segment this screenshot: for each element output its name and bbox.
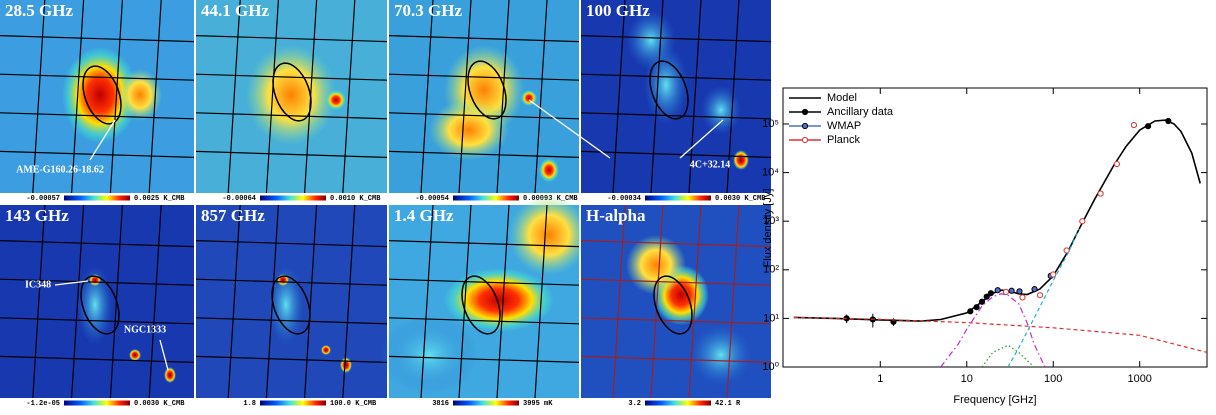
series-line [794,317,1207,352]
map-emission [733,150,749,170]
scale-min: 3.2 [628,400,641,408]
panel-title: 44.1 GHz [201,1,269,20]
legend-label: Ancillary data [827,106,894,118]
colorbar [453,401,519,406]
scale-min: -0.00034 [607,195,641,203]
data-point [1020,295,1025,300]
series-line [941,294,1045,367]
scale-min: 1.8 [243,400,256,408]
data-point [1003,289,1008,294]
annotation-label: AME-G160.26-18.62 [16,164,104,175]
colorbar [64,196,130,201]
panel-title: 70.3 GHz [394,1,462,20]
colorbar [260,401,326,406]
scale-min: -0.00057 [26,195,60,203]
panel-title: 28.5 GHz [5,1,73,20]
data-point [1009,288,1014,293]
scale-max: 0.0025 K_CMB [134,195,185,203]
panel-title: 143 GHz [5,206,69,225]
data-point [974,305,979,310]
figure: 28.5 GHz -0.00057 0.0025 K_CMB 44.1 GHz -0.0… [0,0,1216,410]
data-point [1114,161,1119,166]
x-tick-label: 10 [961,373,973,385]
scale-max: 0.0030 K_CMB [715,195,766,203]
scale-max: 3995 mK [523,400,553,408]
scale-min: -0.00064 [222,195,256,203]
scale-max: 100.0 K_CMB [330,400,377,408]
panel-title: 100 GHz [586,1,650,20]
annotation-label: 4C+32.14 [690,159,730,170]
data-point [1145,124,1150,129]
map-emission [539,158,559,182]
map-panel: 857 GHz 1.8 100.0 K_CMB [196,205,387,408]
x-axis-label: Frequency [GHz] [953,394,1036,406]
y-tick-label: 10⁴ [762,166,779,178]
x-tick-label: 1000 [1127,373,1151,385]
map-emission [429,100,509,160]
data-point [968,309,973,314]
map-panels: 28.5 GHz -0.00057 0.0025 K_CMB 44.1 GHz -0.0… [0,0,771,408]
map-emission [326,90,346,110]
plot-area [794,118,1207,367]
legend-marker [802,137,807,142]
colorbar [64,401,130,406]
panel-title: 857 GHz [201,206,265,225]
data-point [1017,289,1022,294]
legend-marker [802,123,807,128]
scale-max: 0.0030 K_CMB [134,400,185,408]
colorbar [645,401,711,406]
data-point [1131,122,1136,127]
scale-min: 3816 [432,400,449,408]
data-point [1051,272,1056,277]
series-line [982,345,1034,367]
legend-label: Model [827,92,857,104]
map-panel: 44.1 GHz -0.00064 0.0010 K_CMB [196,0,387,203]
map-emission [691,325,751,385]
y-tick-label: 10⁰ [762,361,779,373]
data-point [1032,287,1037,292]
y-tick-label: 10² [763,264,779,276]
map-panel: 100 GHz -0.00034 0.0030 K_CMB [581,0,771,203]
map-emission [321,345,331,355]
colorbar [645,196,711,201]
data-point [979,299,984,304]
map-emission [164,367,176,383]
legend-label: Planck [827,134,861,146]
legend-marker [802,109,807,114]
y-axis-label: Flux density [Jy] [762,189,774,268]
panel-title: H-alpha [586,206,646,225]
map-panel: 70.3 GHz-0.000540.00093 K_CMB [389,0,579,203]
x-tick-label: 1 [877,373,883,385]
data-point [1166,118,1171,123]
scale-min: -0.00054 [415,195,449,203]
data-point [1037,293,1042,298]
annotation-label: IC348 [25,279,51,290]
map-panel: 1.4 GHz 3816 3995 mK [379,195,589,408]
map-emission [129,349,141,361]
data-point [1098,191,1103,196]
data-point [995,288,1000,293]
data-point [988,291,993,296]
map-emission [340,357,352,373]
colorbar [453,196,519,201]
map-emission [246,45,336,145]
y-tick-label: 10³ [763,215,779,227]
map-panel: 143 GHz -1.2e-05 0.0030 K_CMB [0,205,194,408]
legend-label: WMAP [827,120,861,132]
colorbar [260,196,326,201]
scale-max: 0.0010 K_CMB [330,195,381,203]
scale-min: -1.2e-05 [26,400,60,408]
sed-chart: Frequency [GHz] Flux density [Jy] 1 10 100… [762,88,1207,406]
y-tick-label: 10¹ [763,312,779,324]
y-tick-label: 10⁵ [762,118,779,130]
panel-title: 1.4 GHz [394,206,454,225]
data-point [1080,219,1085,224]
annotation-label: NGC1333 [124,324,166,335]
scale-max: 42.1 R [715,400,741,408]
map-emission [701,85,741,135]
x-tick-label: 100 [1044,373,1062,385]
map-panel: H-alpha 3.2 42.1 R [581,205,771,408]
map-emission [509,195,589,275]
